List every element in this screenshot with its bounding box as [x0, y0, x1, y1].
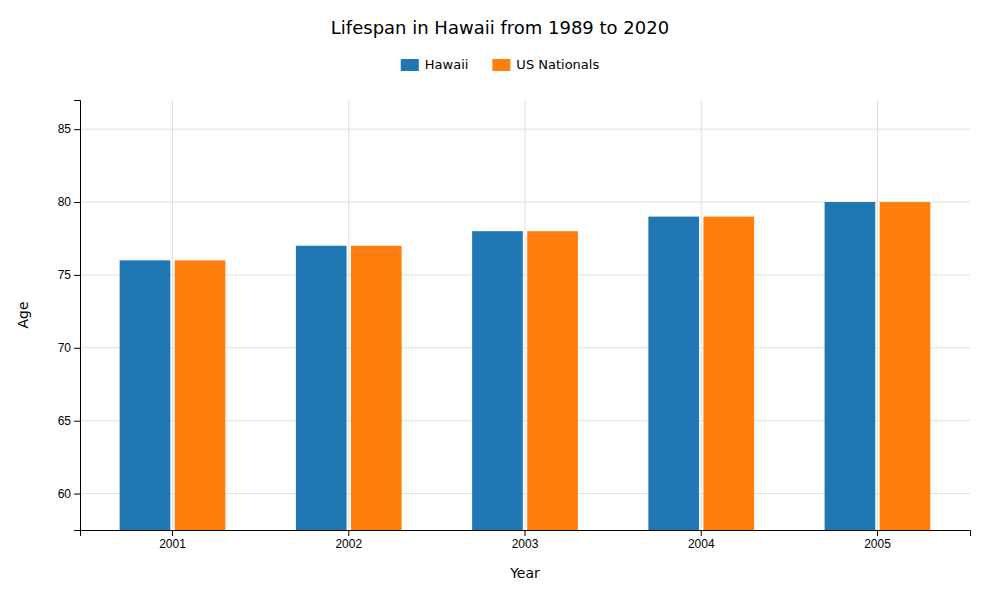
tick-mark — [74, 129, 80, 130]
grid-line — [348, 100, 349, 530]
tick-label: 60 — [58, 487, 72, 501]
tick: 60 — [58, 487, 80, 501]
tick-label: 85 — [58, 122, 72, 136]
x-axis: 2001 2002 2003 2004 2005 — [81, 530, 971, 551]
x-axis-title: Year — [509, 565, 540, 581]
legend: Hawaii US Nationals — [401, 57, 600, 72]
tick-mark — [877, 530, 878, 536]
grid-line — [172, 100, 173, 530]
bar — [880, 202, 931, 530]
tick-label: 2002 — [335, 537, 362, 551]
tick-mark — [74, 275, 80, 276]
tick-mark — [74, 202, 80, 203]
tick-label: 2003 — [512, 537, 539, 551]
tick-mark — [74, 494, 80, 495]
tick: 2003 — [512, 530, 539, 551]
legend-item: US Nationals — [492, 57, 599, 72]
grid-line — [525, 100, 526, 530]
tick-label: 80 — [58, 195, 72, 209]
axis-line — [74, 101, 81, 531]
bar — [296, 246, 347, 530]
grid-line — [877, 100, 878, 530]
tick-mark — [74, 348, 80, 349]
tick: 2005 — [864, 530, 891, 551]
legend-swatch — [401, 59, 419, 71]
tick: 65 — [58, 414, 80, 428]
plot-area: 2001 2002 2003 2004 2005 60 65 70 75 80 85 — [58, 100, 971, 551]
bar — [527, 231, 578, 530]
tick-label: 2001 — [159, 537, 186, 551]
grid-line — [701, 100, 702, 530]
legend-label: Hawaii — [425, 57, 469, 72]
chart-title: Lifespan in Hawaii from 1989 to 2020 — [331, 17, 669, 38]
grid — [80, 100, 970, 530]
bar — [648, 217, 699, 530]
tick-label: 65 — [58, 414, 72, 428]
axis-line — [81, 531, 971, 537]
tick: 85 — [58, 122, 80, 136]
bar — [175, 260, 226, 530]
tick-mark — [74, 421, 80, 422]
bar — [351, 246, 402, 530]
bar — [472, 231, 523, 530]
tick: 2002 — [335, 530, 362, 551]
tick-mark — [172, 530, 173, 536]
legend-label: US Nationals — [516, 57, 599, 72]
tick-mark — [525, 530, 526, 536]
tick-mark — [348, 530, 349, 536]
y-axis: 60 65 70 75 80 85 — [58, 101, 81, 531]
chart-svg: 2001 2002 2003 2004 2005 60 65 70 75 80 85 Year Age L… — [0, 0, 1000, 600]
tick: 70 — [58, 341, 80, 355]
tick-label: 2004 — [688, 537, 715, 551]
tick-label: 2005 — [864, 537, 891, 551]
bar — [703, 217, 754, 530]
tick: 2004 — [688, 530, 715, 551]
bar — [120, 260, 171, 530]
tick: 75 — [58, 268, 80, 282]
tick-mark — [701, 530, 702, 536]
legend-swatch — [492, 59, 510, 71]
chart-container: 2001 2002 2003 2004 2005 60 65 70 75 80 85 Year Age L… — [0, 0, 1000, 600]
bars — [120, 202, 931, 530]
legend-item: Hawaii — [401, 57, 469, 72]
tick: 80 — [58, 195, 80, 209]
y-axis-title: Age — [15, 301, 31, 328]
tick-label: 70 — [58, 341, 72, 355]
tick: 2001 — [159, 530, 186, 551]
bar — [825, 202, 876, 530]
tick-label: 75 — [58, 268, 72, 282]
